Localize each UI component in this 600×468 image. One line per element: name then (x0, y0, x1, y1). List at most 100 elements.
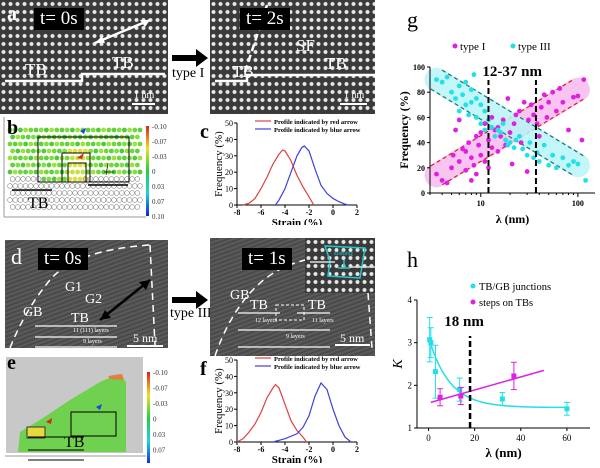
atom (88, 148, 93, 154)
atom (38, 197, 44, 203)
data-point-type1 (536, 133, 542, 139)
atom (10, 134, 16, 140)
atom (127, 155, 132, 161)
atom (43, 197, 50, 203)
atom (103, 148, 109, 154)
atom (132, 127, 138, 133)
series-line-red (236, 383, 308, 443)
atom (132, 141, 138, 147)
data-point-tbgb (432, 369, 438, 375)
data-point-type3 (482, 108, 488, 114)
atom (15, 176, 21, 182)
atom (70, 141, 75, 147)
data-point-type1 (434, 171, 439, 177)
atom (134, 176, 141, 182)
atom (100, 197, 107, 203)
inset-hrtem (305, 238, 375, 293)
analysis-box-small (67, 162, 87, 183)
atom (129, 134, 135, 140)
atom (31, 134, 36, 140)
data-point-type1 (498, 133, 504, 139)
data-point-type1 (526, 117, 531, 123)
gb-label: GB (23, 305, 43, 320)
tem-image-d-t1: t= 1s GB TB TB 12 layers 11 layers 9 lay… (210, 238, 375, 356)
atom (15, 204, 21, 210)
atom (90, 141, 96, 147)
x-tick-label: -8 (234, 445, 241, 454)
tem-image-a-t0: a t= 0s TB TB 1 nm (0, 0, 168, 114)
atom (72, 148, 78, 154)
data-point-type3 (513, 137, 519, 143)
data-point-type1 (517, 108, 522, 114)
data-point-type1 (473, 133, 479, 139)
atom (135, 162, 140, 168)
strain-map-b: -0.10 -0.07 -0.03 0 0.03 0.07 0.10 b TB (0, 115, 195, 225)
burgers-circuit (323, 245, 366, 279)
colorbar-tick-label: -0.03 (152, 153, 167, 161)
atom (57, 148, 62, 154)
atom (46, 204, 52, 210)
atom (116, 197, 122, 203)
atom (109, 148, 114, 154)
y-tick-label: 0 (421, 189, 425, 198)
scale-label: 1 nm (134, 90, 155, 101)
data-point-type3 (553, 165, 559, 171)
data-point-type3 (463, 79, 469, 85)
atom (28, 127, 34, 133)
y-tick-label: 20 (417, 164, 425, 173)
atom (49, 155, 54, 161)
analysis-box-large (70, 411, 117, 437)
atom (61, 204, 68, 210)
data-point-type3 (575, 161, 581, 167)
data-point-type1 (476, 142, 482, 148)
atom (59, 141, 65, 147)
data-point-type1 (478, 152, 484, 158)
atom (122, 169, 127, 175)
colorbar-tick-label: 0 (153, 416, 157, 424)
atom (129, 204, 135, 210)
atom (96, 169, 101, 175)
atom (7, 197, 13, 203)
atom (64, 141, 70, 147)
tem-image-a-t2: t= 2s SF TB TB 1 nm (210, 0, 375, 114)
time-label-t2: t= 2s (240, 8, 290, 30)
atom (127, 169, 132, 175)
atom (49, 127, 54, 133)
colorbar-tick-label: -0.07 (153, 385, 168, 393)
atom (54, 183, 60, 189)
y-tick-label: 0 (229, 201, 233, 210)
y-tick-label: 60 (417, 113, 425, 122)
atom (15, 190, 21, 196)
x-tick-label: -6 (258, 208, 265, 217)
g1-label: G1 (65, 280, 83, 295)
atom (28, 169, 34, 175)
atom (85, 127, 91, 133)
atom (82, 176, 89, 182)
data-point-type1 (486, 165, 491, 171)
x-axis-label: λ (nm) (485, 445, 521, 460)
atom (124, 148, 130, 154)
y-tick-label: 30 (225, 152, 233, 161)
red-arrow-icon (77, 153, 84, 159)
atom (7, 183, 13, 189)
atom (85, 141, 91, 147)
data-point-type1 (521, 99, 527, 105)
atom (62, 162, 67, 168)
inset-label: Burgers (334, 250, 353, 256)
atom (137, 155, 143, 161)
data-point-type1 (581, 77, 587, 82)
atom (22, 197, 29, 203)
atom (44, 141, 49, 147)
atom (137, 169, 143, 175)
y-tick-label: 2 (408, 380, 413, 390)
atom (93, 148, 99, 154)
double-arrow-icon (99, 279, 151, 321)
atom (75, 141, 80, 147)
panel-label: c (200, 121, 209, 143)
atom (70, 127, 75, 133)
data-point-type1 (553, 108, 559, 114)
data-point-type3 (439, 79, 445, 85)
tb-label-right: TB (308, 298, 326, 313)
data-point-type1 (456, 159, 462, 164)
atom (25, 134, 31, 140)
